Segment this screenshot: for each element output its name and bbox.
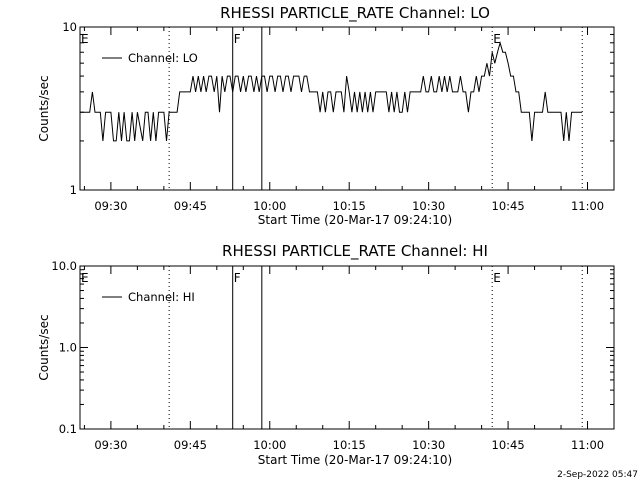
legend-label: Channel: HI — [128, 290, 195, 304]
event-marker-label: E — [493, 271, 501, 285]
x-tick-label: 10:15 — [333, 438, 366, 452]
event-marker-label: F — [234, 32, 241, 46]
x-tick-label: 10:45 — [492, 199, 525, 213]
series-line — [80, 40, 583, 142]
x-tick-label: 10:45 — [492, 438, 525, 452]
chart-title: RHESSI PARTICLE_RATE Channel: LO — [220, 4, 490, 23]
x-tick-label: 10:15 — [333, 199, 366, 213]
x-axis-label: Start Time (20-Mar-17 09:24:10) — [258, 453, 452, 467]
x-tick-label: 10:00 — [253, 199, 286, 213]
y-tick-label: 10 — [62, 20, 77, 34]
chart-panel-2: RHESSI PARTICLE_RATE Channel: HI Counts/s… — [37, 242, 615, 467]
footer-date: 2-Sep-2022 05:47 — [557, 470, 638, 480]
y-tick-label: 1 — [70, 183, 77, 197]
chart-title: RHESSI PARTICLE_RATE Channel: HI — [222, 242, 488, 261]
event-marker-label: F — [234, 271, 241, 285]
event-marker-label: E — [493, 32, 501, 46]
x-tick-label: 10:30 — [412, 199, 445, 213]
y-axis-label: Counts/sec — [37, 314, 51, 380]
event-marker-label: E — [81, 271, 89, 285]
plot-frame — [79, 26, 615, 191]
x-axis-label: Start Time (20-Mar-17 09:24:10) — [258, 213, 452, 227]
y-axis-label: Counts/sec — [37, 75, 51, 141]
y-tick-label: 0.1 — [59, 422, 77, 436]
chart-panel-1: RHESSI PARTICLE_RATE Channel: LO Counts/s… — [37, 4, 615, 227]
x-tick-label: 11:00 — [571, 438, 604, 452]
x-tick-label: 09:30 — [94, 199, 127, 213]
x-tick-label: 10:30 — [412, 438, 445, 452]
x-tick-label: 09:45 — [174, 199, 207, 213]
x-tick-label: 10:00 — [253, 438, 286, 452]
y-tick-label: 1.0 — [59, 341, 77, 355]
x-tick-label: 09:45 — [174, 438, 207, 452]
x-tick-label: 11:00 — [571, 199, 604, 213]
x-tick-label: 09:30 — [94, 438, 127, 452]
event-marker-label: E — [81, 32, 89, 46]
y-tick-label: 10.0 — [51, 259, 77, 273]
legend-label: Channel: LO — [128, 51, 198, 65]
